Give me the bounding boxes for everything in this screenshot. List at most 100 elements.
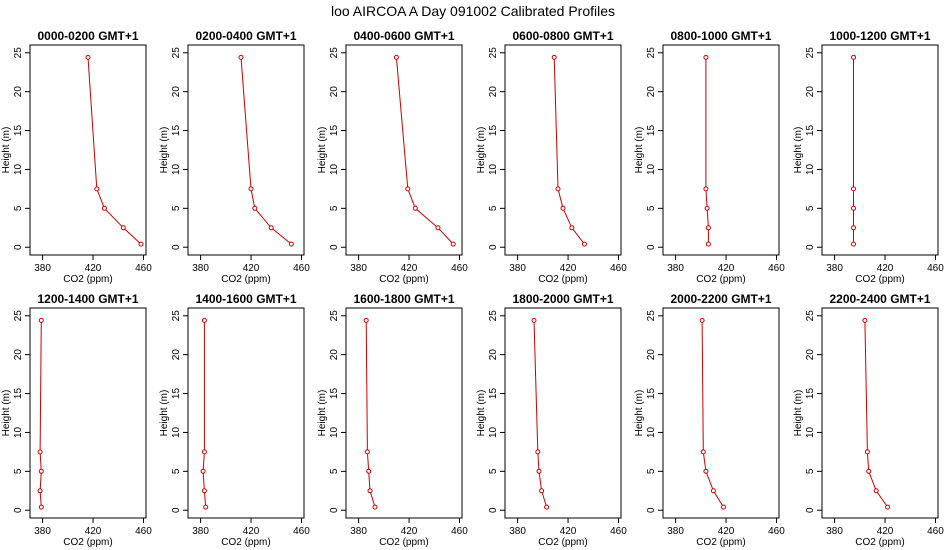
y-axis-label: Height (m)	[793, 127, 804, 174]
x-tick-label: 420	[877, 263, 894, 274]
profile-line	[202, 320, 207, 508]
panel-title: 1800-2000 GMT+1	[512, 292, 613, 306]
x-axis-label: CO2 (ppm)	[221, 537, 270, 548]
y-tick-label: 5	[805, 205, 816, 211]
profile-point	[37, 449, 43, 455]
y-tick-label: 15	[171, 388, 182, 400]
y-tick-label: 5	[13, 205, 24, 211]
profile-point	[37, 488, 43, 494]
plot-frame	[662, 307, 780, 519]
profile-line	[395, 57, 454, 245]
profile-point	[864, 449, 870, 455]
y-tick-label: 0	[329, 244, 340, 250]
y-axis-label: Height (m)	[476, 127, 487, 174]
profile-panel: 1400-1600 GMT+1 380 420 460 CO2 (ppm) 0 5 10 15 2…	[159, 292, 310, 548]
plot-frame	[345, 44, 463, 256]
y-tick-label: 10	[13, 163, 24, 175]
y-tick-label: 20	[805, 86, 816, 98]
profile-point	[393, 54, 399, 60]
x-tick-label: 460	[293, 526, 310, 537]
profile-line	[553, 57, 585, 245]
y-tick-label: 20	[646, 86, 657, 98]
y-axis-label: Height (m)	[793, 390, 804, 437]
profile-panel: 1200-1400 GMT+1 380 420 460 CO2 (ppm) 0 5 10 15 2…	[1, 292, 152, 548]
y-tick-label: 25	[329, 310, 340, 322]
y-tick-label: 5	[488, 468, 499, 474]
y-tick-label: 10	[329, 163, 340, 175]
y-tick-label: 15	[171, 125, 182, 137]
profile-point	[248, 186, 254, 192]
profile-point	[705, 241, 711, 247]
y-tick-label: 15	[329, 388, 340, 400]
y-tick-label: 5	[646, 468, 657, 474]
x-tick-label: 420	[243, 526, 260, 537]
profile-line	[240, 57, 292, 245]
x-axis-label: CO2 (ppm)	[538, 537, 587, 548]
x-tick-label: 460	[768, 263, 785, 274]
x-tick-label: 420	[718, 526, 735, 537]
profile-line	[365, 320, 376, 508]
y-tick-label: 10	[171, 426, 182, 438]
x-tick-label: 380	[509, 526, 526, 537]
profile-point	[851, 54, 856, 60]
y-tick-label: 25	[171, 310, 182, 322]
profile-point	[38, 504, 44, 510]
plot-frame	[504, 307, 622, 519]
profile-panel: 1000-1200 GMT+1 380 420 460 CO2 (ppm) 0 5 10 15 2…	[793, 29, 944, 285]
y-tick-label: 20	[488, 86, 499, 98]
x-tick-label: 420	[85, 263, 102, 274]
plot-frame	[821, 44, 939, 256]
profile-point	[363, 317, 369, 323]
y-tick-label: 0	[646, 507, 657, 513]
profile-point	[200, 468, 206, 474]
y-tick-label: 5	[488, 205, 499, 211]
profile-point	[435, 225, 441, 231]
profile-point	[367, 488, 373, 494]
profile-point	[851, 225, 856, 231]
profile-point	[703, 54, 709, 60]
profile-point	[866, 468, 872, 474]
y-tick-label: 25	[488, 310, 499, 322]
profile-point	[699, 317, 705, 323]
x-tick-label: 460	[135, 263, 152, 274]
y-tick-label: 15	[13, 125, 24, 137]
x-tick-label: 460	[451, 526, 468, 537]
y-tick-label: 5	[329, 205, 340, 211]
y-tick-label: 5	[171, 205, 182, 211]
profile-point	[366, 468, 372, 474]
y-tick-label: 15	[646, 125, 657, 137]
profile-point	[862, 317, 868, 323]
panel-title: 2000-2200 GMT+1	[670, 292, 771, 306]
x-tick-label: 420	[401, 263, 418, 274]
profile-line	[705, 57, 709, 245]
plot-frame	[187, 44, 305, 256]
y-axis-label: Height (m)	[159, 127, 170, 174]
plot-frame	[29, 44, 147, 256]
y-tick-label: 0	[329, 507, 340, 513]
y-tick-label: 10	[171, 163, 182, 175]
y-tick-label: 10	[13, 426, 24, 438]
x-tick-label: 380	[192, 263, 209, 274]
y-tick-label: 20	[805, 349, 816, 361]
y-tick-label: 10	[805, 163, 816, 175]
profile-point	[372, 504, 378, 510]
y-tick-label: 10	[488, 426, 499, 438]
profile-point	[705, 225, 711, 231]
y-tick-label: 25	[329, 47, 340, 59]
y-tick-label: 0	[805, 507, 816, 513]
x-axis-label: CO2 (ppm)	[538, 274, 587, 285]
y-tick-label: 10	[646, 426, 657, 438]
y-tick-label: 25	[171, 47, 182, 59]
y-axis-label: Height (m)	[1, 390, 12, 437]
profile-point	[551, 54, 557, 60]
plot-frame	[662, 44, 780, 256]
profile-point	[535, 449, 541, 455]
profile-point	[851, 186, 856, 192]
x-tick-label: 420	[243, 263, 260, 274]
y-axis-label: Height (m)	[476, 390, 487, 437]
profile-point	[704, 205, 710, 211]
y-tick-label: 0	[805, 244, 816, 250]
x-tick-label: 420	[401, 526, 418, 537]
